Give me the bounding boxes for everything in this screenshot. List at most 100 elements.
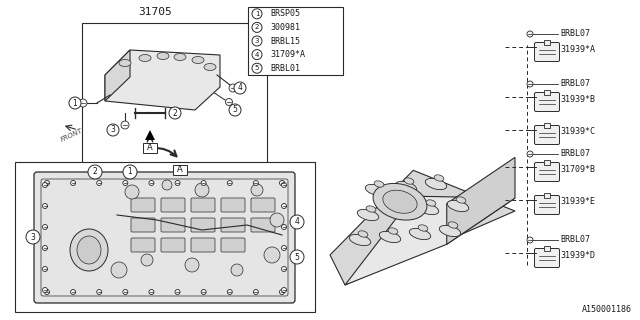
FancyBboxPatch shape: [131, 218, 155, 232]
FancyBboxPatch shape: [131, 198, 155, 212]
Circle shape: [270, 213, 284, 227]
Ellipse shape: [426, 200, 436, 206]
Circle shape: [45, 180, 49, 186]
Ellipse shape: [418, 225, 428, 231]
Circle shape: [290, 215, 304, 229]
Text: 31705: 31705: [138, 7, 172, 17]
Ellipse shape: [380, 231, 401, 243]
Ellipse shape: [439, 225, 461, 236]
Ellipse shape: [456, 197, 466, 203]
Bar: [544, 160, 550, 165]
Circle shape: [225, 99, 232, 106]
FancyBboxPatch shape: [251, 218, 275, 232]
Text: 31939*B: 31939*B: [560, 94, 595, 103]
Polygon shape: [105, 50, 130, 101]
FancyBboxPatch shape: [534, 249, 559, 268]
Ellipse shape: [404, 178, 414, 184]
Circle shape: [252, 9, 262, 19]
Circle shape: [227, 180, 232, 186]
Circle shape: [162, 180, 172, 190]
Text: 1: 1: [255, 11, 259, 17]
FancyBboxPatch shape: [221, 238, 245, 252]
Circle shape: [97, 180, 102, 186]
Ellipse shape: [426, 178, 447, 190]
Circle shape: [527, 81, 533, 87]
FancyBboxPatch shape: [534, 163, 559, 181]
Ellipse shape: [192, 57, 204, 63]
Ellipse shape: [410, 228, 431, 240]
Circle shape: [26, 230, 40, 244]
Circle shape: [121, 121, 129, 129]
Polygon shape: [330, 170, 515, 285]
Text: 4: 4: [237, 84, 243, 92]
Text: 2: 2: [173, 108, 177, 117]
Ellipse shape: [358, 231, 368, 237]
Circle shape: [290, 250, 304, 264]
Bar: [544, 90, 550, 95]
Circle shape: [175, 180, 180, 186]
Text: 5: 5: [232, 106, 237, 115]
Circle shape: [69, 97, 81, 109]
Circle shape: [282, 245, 287, 251]
Ellipse shape: [373, 183, 427, 220]
Circle shape: [70, 180, 76, 186]
Circle shape: [175, 290, 180, 294]
Text: 300981: 300981: [270, 23, 300, 32]
Ellipse shape: [357, 209, 379, 220]
Circle shape: [201, 180, 206, 186]
Text: FRONT: FRONT: [60, 127, 84, 143]
Circle shape: [42, 182, 47, 188]
Circle shape: [42, 287, 47, 292]
Text: 31939*C: 31939*C: [560, 127, 595, 137]
Circle shape: [527, 237, 533, 243]
Text: BRBL07: BRBL07: [560, 29, 590, 38]
Bar: [544, 123, 550, 128]
Circle shape: [123, 180, 128, 186]
Ellipse shape: [388, 228, 398, 234]
Text: BRBL07: BRBL07: [560, 236, 590, 244]
Text: 31709*A: 31709*A: [270, 50, 305, 59]
Circle shape: [282, 225, 287, 229]
FancyBboxPatch shape: [221, 198, 245, 212]
Ellipse shape: [374, 181, 384, 187]
Circle shape: [169, 107, 181, 119]
Circle shape: [264, 247, 280, 263]
Circle shape: [282, 182, 287, 188]
Text: BRBL07: BRBL07: [560, 149, 590, 158]
FancyBboxPatch shape: [534, 43, 559, 61]
Text: A: A: [177, 165, 183, 174]
Circle shape: [42, 245, 47, 251]
FancyBboxPatch shape: [161, 238, 185, 252]
Circle shape: [252, 63, 262, 73]
Text: A: A: [147, 143, 153, 153]
Ellipse shape: [448, 222, 458, 228]
Ellipse shape: [417, 204, 438, 215]
Circle shape: [527, 31, 533, 37]
Ellipse shape: [77, 236, 101, 264]
Circle shape: [280, 290, 285, 294]
Circle shape: [251, 184, 263, 196]
Circle shape: [141, 254, 153, 266]
Ellipse shape: [434, 175, 444, 181]
Circle shape: [282, 204, 287, 209]
Text: 5: 5: [255, 65, 259, 71]
Circle shape: [149, 180, 154, 186]
Circle shape: [79, 99, 87, 107]
Text: 2: 2: [93, 167, 97, 177]
Ellipse shape: [204, 63, 216, 70]
Text: 2: 2: [255, 24, 259, 30]
Polygon shape: [145, 130, 155, 140]
Ellipse shape: [396, 203, 406, 209]
Text: BRBL01: BRBL01: [270, 64, 300, 73]
Ellipse shape: [396, 181, 417, 193]
Bar: [248, 7, 343, 75]
Circle shape: [282, 267, 287, 271]
Circle shape: [123, 165, 137, 179]
FancyBboxPatch shape: [534, 92, 559, 111]
Circle shape: [201, 290, 206, 294]
Text: 31939*D: 31939*D: [560, 251, 595, 260]
Ellipse shape: [383, 190, 417, 213]
FancyBboxPatch shape: [161, 198, 185, 212]
FancyBboxPatch shape: [131, 238, 155, 252]
Polygon shape: [447, 157, 515, 244]
